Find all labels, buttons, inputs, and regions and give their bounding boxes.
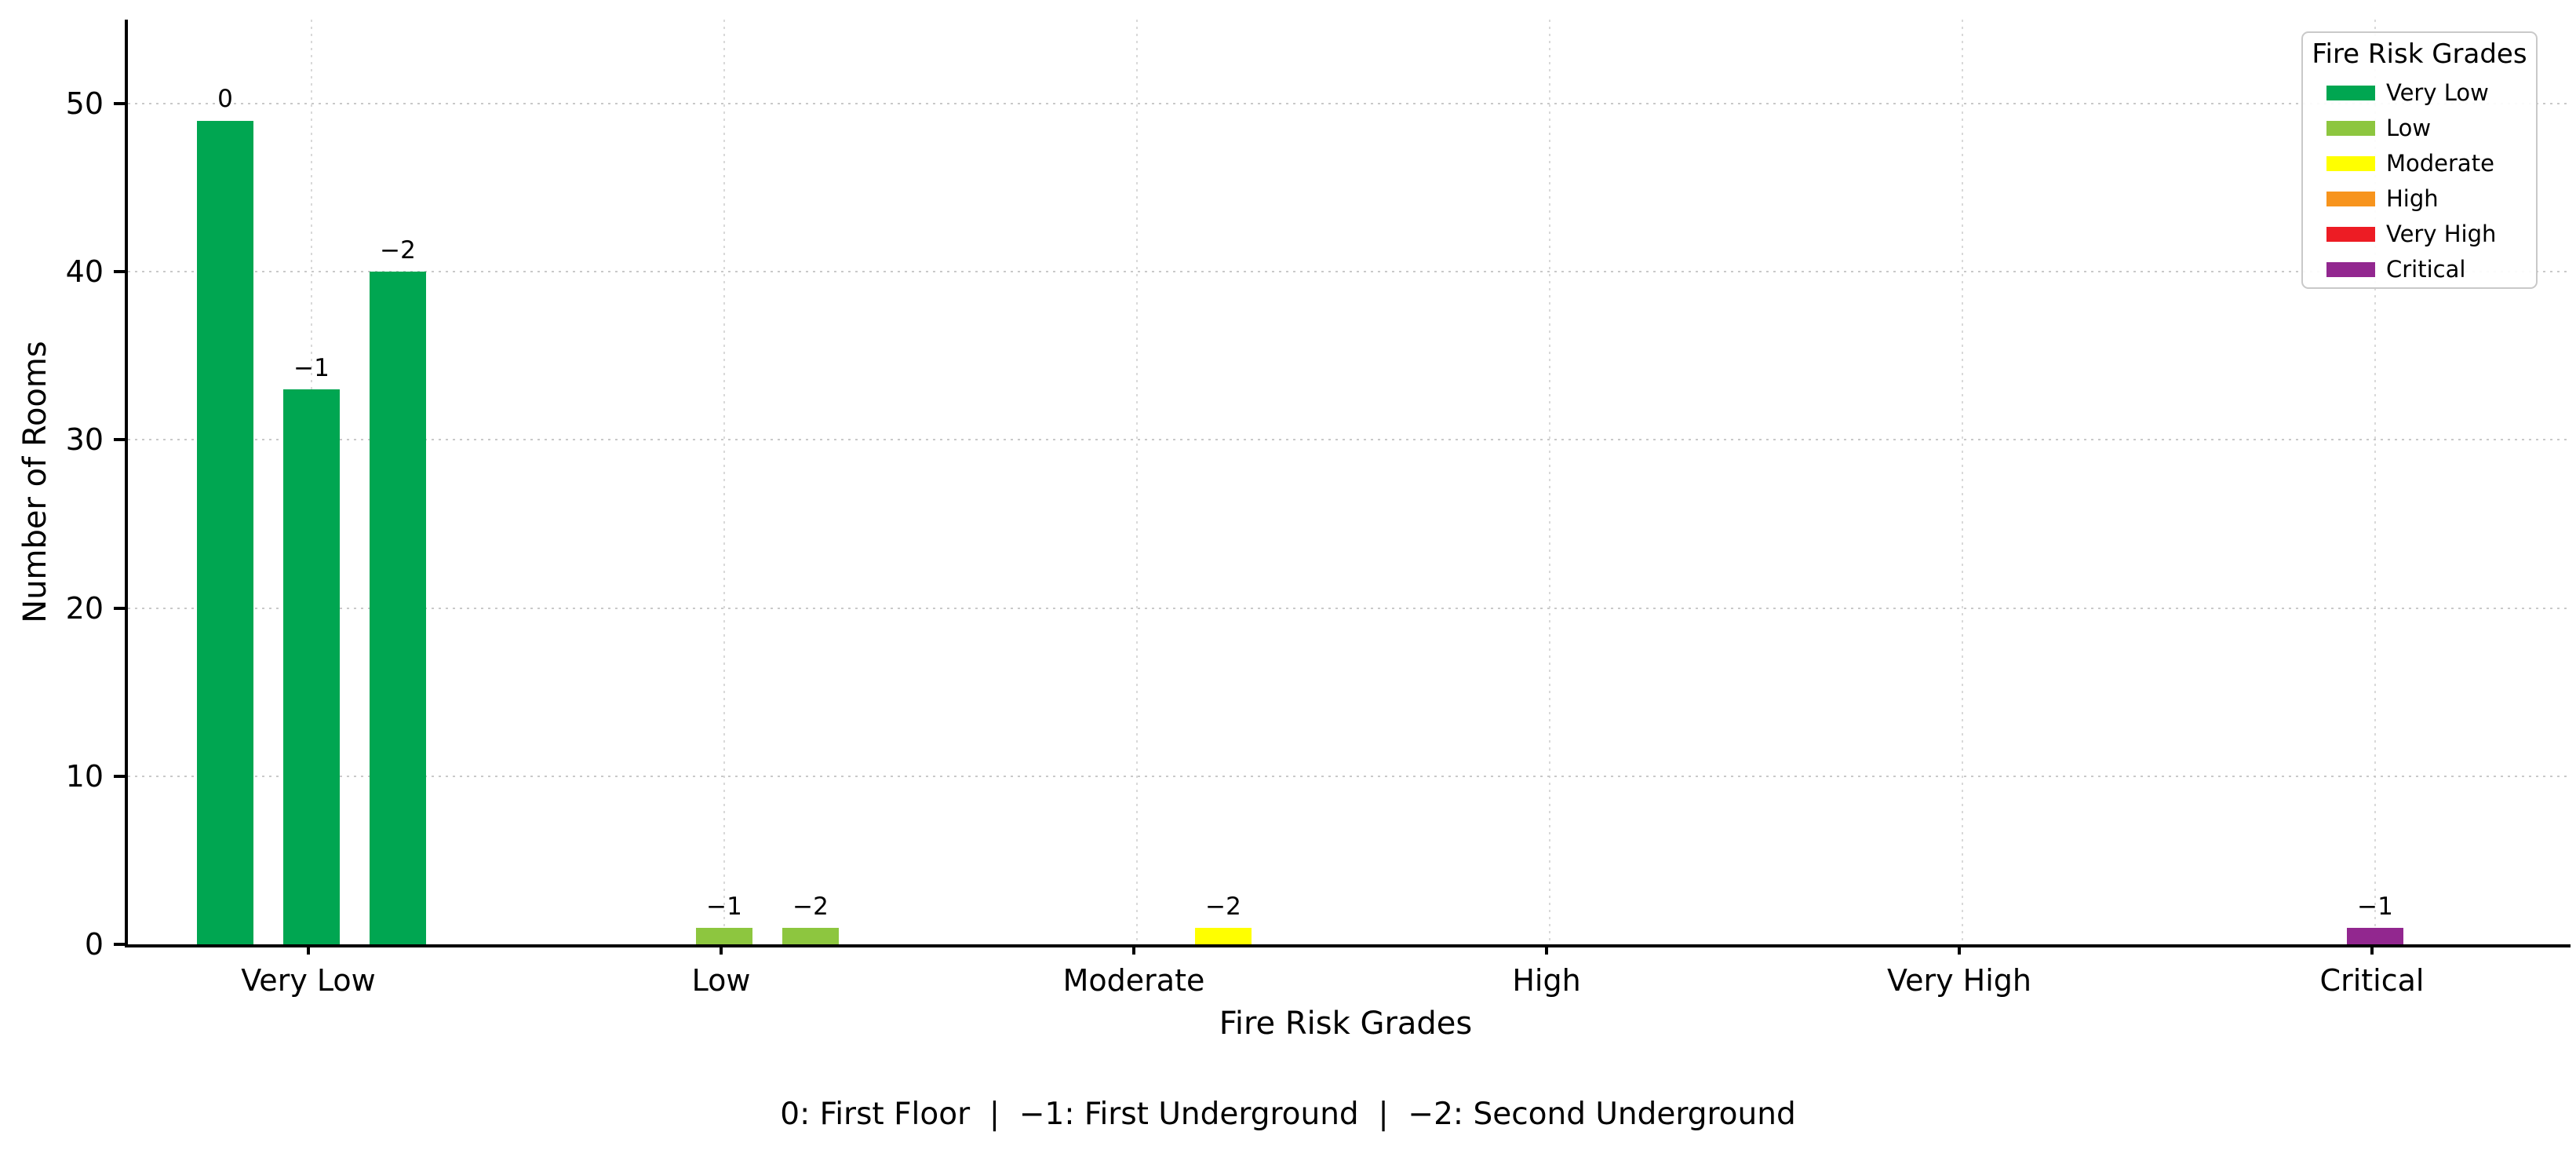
x-tick-mark <box>1545 944 1548 955</box>
legend: Fire Risk Grades Very Low Low Moderate High… <box>2301 31 2538 289</box>
x-tick-label: Very Low <box>241 963 376 998</box>
x-axis-label: Fire Risk Grades <box>1219 1006 1473 1042</box>
x-tick-label: Critical <box>2319 963 2425 998</box>
y-tick-mark <box>114 606 125 610</box>
legend-swatch-low <box>2326 121 2375 136</box>
y-tick-label: 0 <box>84 927 104 962</box>
x-tick-label: High <box>1512 963 1581 998</box>
legend-entry-label: Critical <box>2386 256 2466 283</box>
bar-very-low-floor-0 <box>197 120 253 944</box>
y-tick-mark <box>114 438 125 442</box>
gridline-horizontal <box>128 775 2571 777</box>
y-tick-mark <box>114 270 125 274</box>
y-tick-mark <box>114 943 125 946</box>
y-tick-label: 30 <box>65 422 104 458</box>
y-tick-label: 10 <box>65 758 104 794</box>
x-tick-mark <box>307 944 310 955</box>
bar-value-label: −1 <box>2357 892 2393 921</box>
bar-low-floor--2 <box>782 927 839 944</box>
gridline-vertical <box>1136 20 1138 944</box>
legend-swatch-high <box>2326 192 2375 206</box>
x-tick-label: Very High <box>1887 963 2031 998</box>
legend-entry-label: Very High <box>2386 221 2497 247</box>
x-tick-label: Moderate <box>1062 963 1205 998</box>
legend-item-critical: Critical <box>2303 252 2536 287</box>
legend-swatch-very-high <box>2326 227 2375 242</box>
legend-entry-label: High <box>2386 185 2439 212</box>
legend-entry-label: Very Low <box>2386 79 2489 106</box>
bar-very-low-floor--1 <box>283 389 340 944</box>
y-axis-label: Number of Rooms <box>17 341 53 623</box>
x-tick-mark <box>2370 944 2374 955</box>
legend-entry-label: Low <box>2386 115 2432 141</box>
gridline-vertical <box>1962 20 1964 944</box>
gridline-horizontal <box>128 271 2571 273</box>
legend-item-very-high: Very High <box>2303 217 2536 252</box>
y-tick-label: 20 <box>65 590 104 626</box>
legend-item-high: High <box>2303 181 2536 217</box>
y-tick-mark <box>114 774 125 778</box>
gridline-vertical <box>2374 20 2377 944</box>
y-tick-label: 40 <box>65 254 104 290</box>
legend-item-moderate: Moderate <box>2303 146 2536 181</box>
x-tick-label: Low <box>691 963 751 998</box>
bar-moderate-floor--2 <box>1195 927 1252 944</box>
legend-entry-label: Moderate <box>2386 150 2494 177</box>
legend-swatch-critical <box>2326 262 2375 277</box>
legend-item-low: Low <box>2303 111 2536 146</box>
bar-low-floor--1 <box>696 927 752 944</box>
gridline-horizontal <box>128 607 2571 609</box>
x-tick-mark <box>1958 944 1962 955</box>
legend-swatch-very-low <box>2326 86 2375 100</box>
legend-item-very-low: Very Low <box>2303 75 2536 111</box>
bar-value-label: −2 <box>1205 892 1241 921</box>
legend-items: Very Low Low Moderate High Very High Critical <box>2303 75 2536 287</box>
y-tick-mark <box>114 102 125 106</box>
x-tick-mark <box>1132 944 1135 955</box>
legend-title: Fire Risk Grades <box>2312 38 2527 70</box>
bar-value-label: 0 <box>217 85 233 114</box>
bar-critical-floor--1 <box>2347 927 2404 944</box>
y-tick-label: 50 <box>65 86 104 122</box>
floor-key-footnote: 0: First Floor | −1: First Underground |… <box>780 1097 1796 1132</box>
bar-value-label: −1 <box>706 892 742 921</box>
bar-very-low-floor--2 <box>370 272 426 944</box>
gridline-vertical <box>1549 20 1550 944</box>
x-tick-mark <box>720 944 723 955</box>
legend-swatch-moderate <box>2326 156 2375 171</box>
bar-value-label: −2 <box>792 892 829 921</box>
plot-area: 0 −1 −1 −1 −2 −2 −2 <box>125 20 2571 947</box>
bar-value-label: −1 <box>293 354 330 383</box>
gridline-vertical <box>723 20 725 944</box>
bar-value-label: −2 <box>380 236 416 265</box>
gridline-horizontal <box>128 103 2571 105</box>
gridline-horizontal <box>128 439 2571 441</box>
